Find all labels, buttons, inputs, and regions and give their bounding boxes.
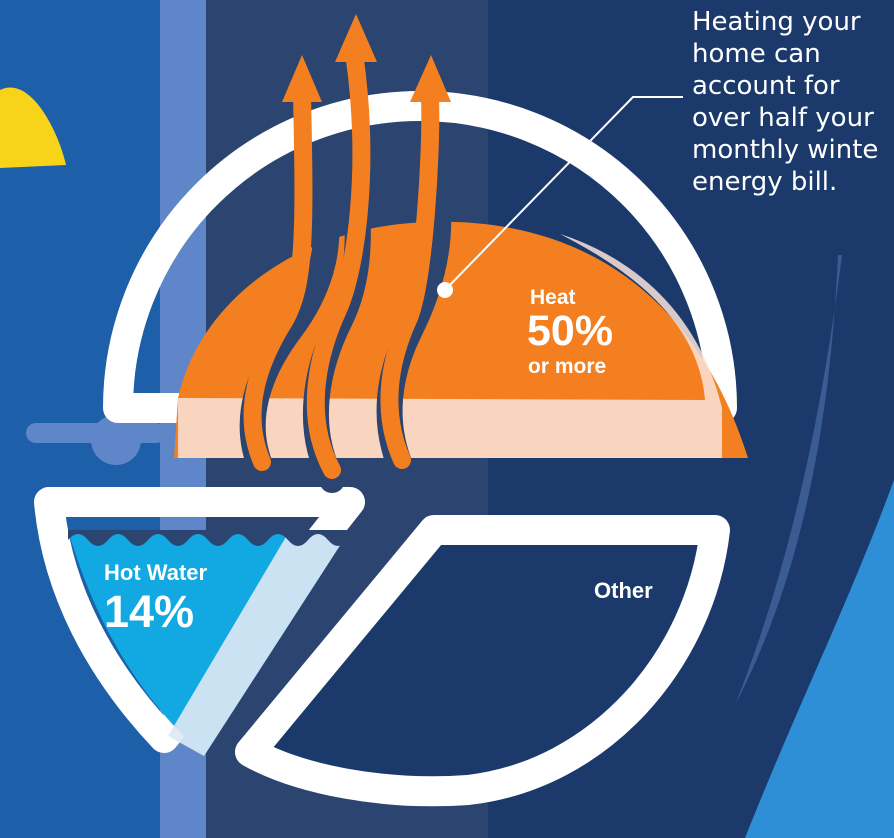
heat-arrow [380,89,440,469]
hot-water-slice-value: 14% [104,586,195,637]
annotation-line: monthly winte [692,135,879,165]
heat-arrow-head [410,55,451,102]
heat-arrow-head [282,55,322,102]
annotation-line: over half your [692,103,874,133]
other-slice [235,515,730,807]
annotation-line: account for [692,71,840,101]
pie-slices [34,14,748,807]
hot-water-slice-outline [34,487,365,753]
pipe-joint [91,415,141,465]
heat-slice-label: Heat [530,286,576,309]
heat-arrow [243,86,313,471]
hot-water-slice-label: Hot Water [104,560,208,585]
heat-arrow [306,51,371,479]
heat-slice-value: 50% [527,307,614,355]
annotation-line: home can [692,39,821,69]
heat-slice-note: or more [528,355,607,378]
sun-icon [0,87,66,168]
annotation-line: energy bill. [692,167,838,197]
other-slice-label: Other [594,578,653,603]
annotation-leader-dot [437,282,453,298]
annotation-leader-line [444,96,683,291]
heat-arrow-head [335,14,377,62]
heating-annotation: Heating your home can account for over h… [692,6,894,198]
hot-water-slice-tint [168,530,350,756]
annotation-line: Heating your [692,7,861,37]
water-waves-icon [68,530,350,546]
glow-shape [745,480,894,838]
